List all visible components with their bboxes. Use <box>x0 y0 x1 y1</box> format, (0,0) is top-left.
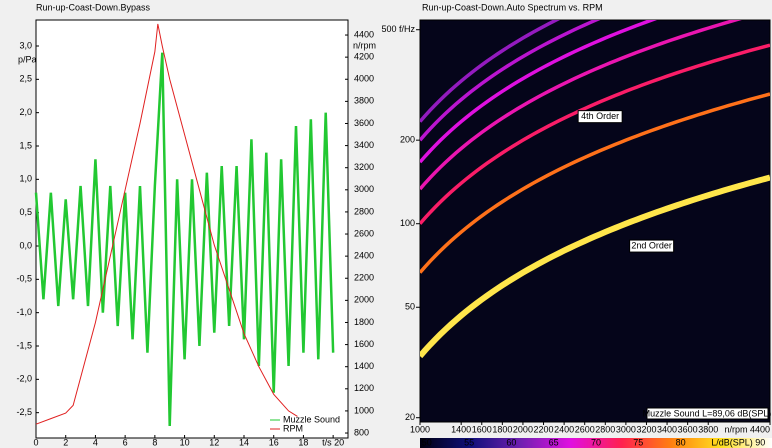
colorbar-label: 75 <box>633 437 643 447</box>
colorbar <box>420 438 772 448</box>
y-tick-label: 1,5 <box>19 140 32 150</box>
colorbar-label: 60 <box>506 437 516 447</box>
legend-label: Muzzle Sound <box>283 414 340 424</box>
x-tick-label: 2800 <box>595 424 615 434</box>
order-line <box>420 174 770 359</box>
x-tick-label: 2400 <box>554 424 574 434</box>
y-tick-label: 2,5 <box>19 74 32 84</box>
legend-label: RPM <box>283 423 303 433</box>
y-tick-label: 100 <box>400 218 415 228</box>
annotation-box <box>577 110 623 124</box>
order-line <box>420 20 601 142</box>
y2-tick-label: 1000 <box>354 405 374 415</box>
colorbar-label: 50 <box>422 437 432 447</box>
y2-tick-label: 2400 <box>354 251 374 261</box>
y-tick-label: -2,0 <box>16 374 32 384</box>
y2-tick-label: 2600 <box>354 228 374 238</box>
colorbar-label: L/dB(SPL) 90 <box>711 437 765 447</box>
chart-title: Run-up-Coast-Down.Bypass <box>36 2 151 12</box>
y2-tick-label: 2000 <box>354 295 374 305</box>
y-tick-label: 2,0 <box>19 107 32 117</box>
colorbar-label: 70 <box>591 437 601 447</box>
y2-tick-label: 3000 <box>354 184 374 194</box>
x-tick-label: 1000 <box>410 424 430 434</box>
annotation: 2nd Order <box>631 240 672 250</box>
y-tick-label: -1,0 <box>16 307 32 317</box>
y-axis-label: p/Pa <box>18 54 37 64</box>
x-tick-label: t/s 20 <box>322 437 344 447</box>
x-tick-label: 2600 <box>575 424 595 434</box>
y2-tick-label: 3400 <box>354 140 374 150</box>
order-line <box>420 43 770 225</box>
y2-tick-label: 4000 <box>354 74 374 84</box>
series-line <box>35 23 298 425</box>
note: Muzzle Sound L=89,06 dB(SPL) <box>643 408 772 418</box>
plot-area <box>35 19 349 439</box>
note-box <box>646 407 769 420</box>
colorbar-label: 65 <box>549 437 559 447</box>
y-tick-label: -0,5 <box>16 274 32 284</box>
y-tick-label: -2,5 <box>16 407 32 417</box>
series-line <box>34 52 335 427</box>
x-tick-label: 3800 <box>698 424 718 434</box>
spectrogram <box>420 20 770 359</box>
x-tick-label: 4 <box>93 437 98 447</box>
order-line <box>420 20 561 123</box>
y2-tick-label: 3200 <box>354 162 374 172</box>
x-tick-label: 3400 <box>657 424 677 434</box>
y2-axis-label: n/rpm <box>353 40 376 50</box>
chart-title: Run-up-Coast-Down.Auto Spectrum vs. RPM <box>422 2 603 12</box>
y2-tick-label: 3600 <box>354 118 374 128</box>
y-tick-label: 0,5 <box>19 207 32 217</box>
y2-tick-label: 1400 <box>354 361 374 371</box>
y-tick-label: 0,0 <box>19 240 32 250</box>
x-tick-label: 10 <box>180 437 190 447</box>
x-tick-label: 8 <box>152 437 157 447</box>
x-tick-label: 2200 <box>534 424 554 434</box>
x-tick-label: 2000 <box>513 424 533 434</box>
x-tick-label: 14 <box>239 437 249 447</box>
y-tick-label: 200 <box>400 135 415 145</box>
x-tick-label: n/rpm 4400 <box>724 424 770 434</box>
x-tick-label: 1400 <box>451 424 471 434</box>
y-tick-label: 20 <box>405 412 415 422</box>
x-tick-label: 12 <box>209 437 219 447</box>
y2-tick-label: 800 <box>354 427 369 437</box>
y2-tick-label: 1600 <box>354 339 374 349</box>
y2-tick-label: 2800 <box>354 206 374 216</box>
x-tick-label: 18 <box>298 437 308 447</box>
y-tick-label: 3,0 <box>19 40 32 50</box>
x-tick-label: 3600 <box>678 424 698 434</box>
y-tick-label: -1,5 <box>16 340 32 350</box>
y-tick-label: 500 f/Hz <box>381 24 415 34</box>
order-line <box>420 92 770 274</box>
order-line <box>420 20 658 164</box>
x-tick-label: 2 <box>63 437 68 447</box>
y2-tick-label: 2200 <box>354 273 374 283</box>
x-tick-label: 1600 <box>472 424 492 434</box>
x-tick-label: 16 <box>269 437 279 447</box>
y2-tick-label: 1200 <box>354 383 374 393</box>
y-tick-label: 1,0 <box>19 174 32 184</box>
order-line <box>420 20 742 191</box>
x-tick-label: 3200 <box>636 424 656 434</box>
annotation-box <box>629 239 675 253</box>
x-tick-label: 1800 <box>492 424 512 434</box>
colorbar-label: 55 <box>464 437 474 447</box>
y-tick-label: 50 <box>405 302 415 312</box>
y2-tick-label: 4400 <box>354 29 374 39</box>
x-tick-label: 6 <box>123 437 128 447</box>
x-tick-label: 0 <box>33 437 38 447</box>
annotation: 4th Order <box>581 111 619 121</box>
y2-tick-label: 1800 <box>354 317 374 327</box>
y2-tick-label: 3800 <box>354 96 374 106</box>
y2-tick-label: 4200 <box>354 52 374 62</box>
colorbar-label: 80 <box>676 437 686 447</box>
x-tick-label: 3000 <box>616 424 636 434</box>
